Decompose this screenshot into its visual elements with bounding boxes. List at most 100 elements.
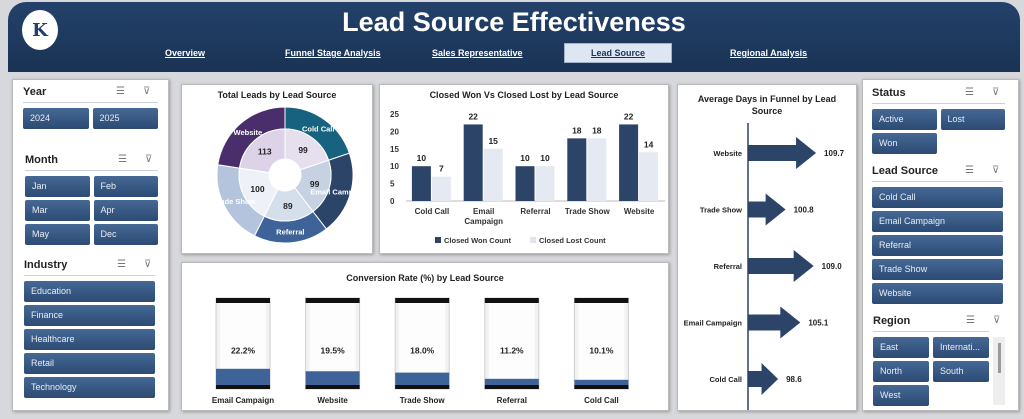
lead-source-option[interactable]: Email Campaign [872, 211, 1003, 232]
slice-value-label: 99 [298, 145, 308, 155]
bar-closed-won [567, 138, 587, 201]
cylinder-fill [305, 371, 360, 389]
lead-source-option[interactable]: Trade Show [872, 259, 1003, 280]
lead-source-option[interactable]: Referral [872, 235, 1003, 256]
closed-won-lost-card: Closed Won Vs Closed Lost by Lead Source… [379, 84, 669, 254]
status-slicer-title: Status [872, 87, 906, 99]
bar-closed-lost [431, 176, 451, 201]
month-option[interactable]: Jan [25, 176, 90, 197]
lead-source-slicer-title: Lead Source [872, 165, 939, 177]
value-label: 109.7 [824, 149, 845, 158]
clear-filter-icon[interactable]: ⊽ [993, 315, 1001, 326]
nav-lead-source[interactable]: Lead Source [564, 43, 673, 63]
month-option[interactable]: Apr [93, 200, 158, 221]
multi-select-icon[interactable]: ☰ [118, 154, 127, 165]
cylinder-fill [395, 372, 450, 389]
x-tick-label: Email Campaign [212, 396, 274, 405]
multi-select-icon[interactable]: ☰ [966, 315, 975, 326]
bar-value-label: 15 [488, 136, 498, 146]
bar-closed-lost [483, 148, 503, 201]
cylinder-fill [216, 368, 270, 389]
bar-value-label: 10 [540, 153, 550, 163]
nav-sales-representative[interactable]: Sales Representative [432, 48, 523, 58]
region-option[interactable]: South [933, 361, 989, 382]
cylinder-highlight [578, 298, 625, 389]
bar-value-label: 10 [417, 153, 427, 163]
avg-days-card: Average Days in Funnel by Lead Source We… [677, 84, 857, 411]
clear-filter-icon[interactable]: ⊽ [992, 165, 1000, 176]
multi-select-icon[interactable]: ☰ [965, 165, 974, 176]
industry-option[interactable]: Finance [24, 305, 155, 326]
slice-value-label: 100 [250, 184, 264, 194]
lead-source-option[interactable]: Cold Call [872, 187, 1003, 208]
slice-category-label: Website [234, 128, 263, 137]
legend-swatch [435, 237, 441, 243]
conversion-value-label: 19.5% [321, 346, 346, 356]
month-option[interactable]: May [25, 224, 90, 245]
industry-option[interactable]: Technology [24, 377, 155, 398]
slice-value-label: 113 [258, 146, 272, 156]
year-option[interactable]: 2024 [23, 108, 89, 129]
clear-filter-icon[interactable]: ⊽ [144, 259, 152, 270]
multi-select-icon[interactable]: ☰ [116, 86, 125, 97]
legend-label: Closed Won Count [444, 236, 511, 245]
bar-value-label: 22 [624, 111, 634, 121]
month-option[interactable]: Mar [25, 200, 90, 221]
company-logo: K [22, 10, 58, 50]
lead-source-option[interactable]: Website [872, 283, 1003, 304]
clear-filter-icon[interactable]: ⊽ [145, 154, 153, 165]
divider [873, 331, 989, 332]
y-tick-label: 10 [390, 162, 399, 171]
status-option[interactable]: Lost [940, 109, 1005, 130]
month-option[interactable]: Feb [93, 176, 158, 197]
nav-regional-analysis[interactable]: Regional Analysis [730, 48, 808, 58]
industry-option[interactable]: Education [24, 281, 155, 302]
x-tick-label: Cold Call [415, 207, 450, 216]
value-label: 105.1 [808, 319, 829, 328]
industry-option[interactable]: Retail [24, 353, 155, 374]
conversion-value-label: 10.1% [589, 346, 614, 356]
x-tick-label: Referral [497, 396, 527, 405]
region-option[interactable]: Internati... [933, 337, 989, 358]
x-tick-label: Email [473, 207, 494, 216]
status-option[interactable]: Won [872, 133, 937, 154]
slice-category-label: Cold Call [302, 125, 335, 134]
x-tick-label: Trade Show [400, 396, 446, 405]
header: K Lead Source Effectiveness [8, 2, 1020, 72]
value-label: 98.6 [786, 375, 802, 384]
month-option[interactable]: Dec [93, 224, 158, 245]
cylinder-cap-top [305, 298, 360, 303]
industry-option[interactable]: Healthcare [24, 329, 155, 350]
region-scrollbar[interactable] [993, 337, 1005, 405]
bar-closed-won [619, 124, 639, 201]
y-tick-label: 25 [390, 110, 399, 119]
region-option[interactable]: North [873, 361, 929, 382]
x-tick-label: Website [624, 207, 655, 216]
bar-value-label: 18 [572, 125, 582, 135]
year-option[interactable]: 2025 [92, 108, 158, 129]
x-tick-label: Referral [520, 207, 550, 216]
region-option[interactable]: West [873, 385, 929, 406]
divider [25, 170, 158, 171]
clear-filter-icon[interactable]: ⊽ [992, 87, 1000, 98]
status-option[interactable]: Active [872, 109, 937, 130]
category-label: Cold Call [709, 375, 742, 384]
nav-funnel-stage-analysis[interactable]: Funnel Stage Analysis [285, 48, 381, 58]
divider [24, 275, 155, 276]
bar-value-label: 14 [644, 139, 654, 149]
y-tick-label: 15 [390, 145, 399, 154]
multi-select-icon[interactable]: ☰ [965, 87, 974, 98]
chart-title: Closed Won Vs Closed Lost by Lead Source [429, 90, 619, 100]
cylinder-cap-bottom [574, 385, 629, 389]
multi-select-icon[interactable]: ☰ [117, 259, 126, 270]
cylinder-cap-bottom [305, 385, 360, 389]
slice-category-label: Email Campaign [310, 188, 369, 197]
x-tick-label: Trade Show [565, 207, 611, 216]
chart-title: Average Days in Funnel by Lead Source [697, 94, 837, 116]
clear-filter-icon[interactable]: ⊽ [143, 86, 151, 97]
x-tick-label: Cold Call [584, 396, 619, 405]
nav-overview[interactable]: Overview [165, 48, 206, 58]
cylinder-cap-bottom [216, 385, 270, 389]
region-option[interactable]: East [873, 337, 929, 358]
